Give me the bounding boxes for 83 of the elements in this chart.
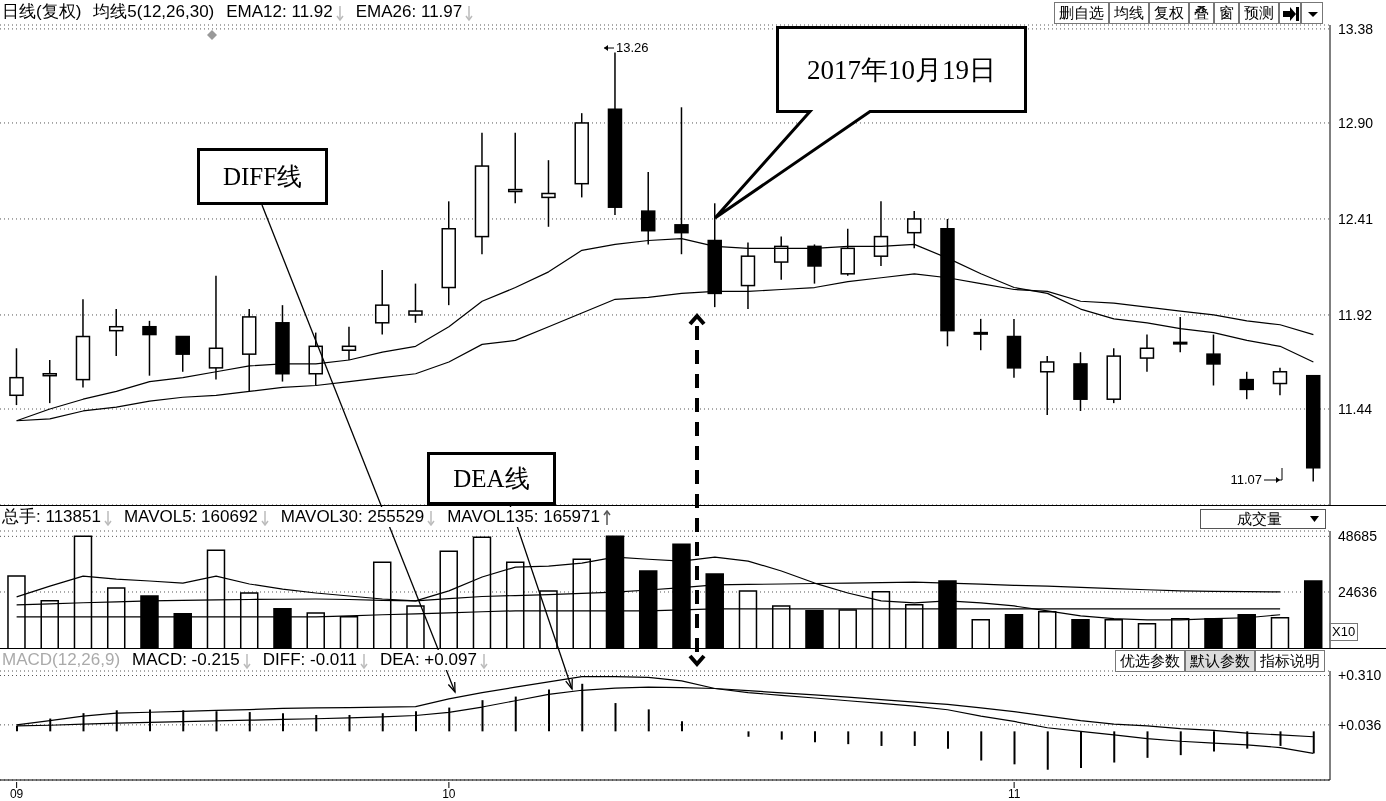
bar [348,714,351,732]
bar [415,711,417,732]
bar [747,731,750,737]
candlestick [142,320,157,377]
text: 总手: 113851 [2,507,101,526]
y-tick-label: 24636 [1338,583,1378,600]
annotation: 2017年10月19日 [807,53,996,87]
text: 叠 [1194,4,1209,21]
text: EMA12: 11.92 [226,2,333,21]
bar [614,703,617,732]
candlestick [175,335,190,373]
bar [514,696,517,732]
bar [481,700,484,732]
candlestick [1172,316,1188,353]
text: MACD: -0.215 [132,650,240,669]
bar [182,710,185,732]
text: MAVOL135: 165971 [447,507,600,526]
y-tick-label: 11.92 [1338,306,1373,323]
text: 窗 [1219,4,1234,21]
candlestick [208,275,224,381]
x-tick-label: 10 [442,787,456,801]
bar [980,731,983,761]
annotation: DEA线 [453,464,530,494]
text: 均线5(12,26,30) [93,2,215,21]
text: 日线(复权) [2,2,82,21]
bar [248,712,251,732]
bar [448,707,451,732]
candlestick [1039,355,1055,416]
candlestick [9,347,24,406]
x-tick-label: 11 [1007,787,1021,801]
candlestick [1272,367,1288,397]
text: 预测 [1244,4,1274,21]
text: DIFF: -0.011 [262,650,357,669]
text: EMA26: 11.97 [355,2,463,21]
text: 复权 [1154,4,1184,21]
candlestick [108,308,124,357]
y-tick-label: 48685 [1338,528,1378,545]
bar [647,709,650,732]
text: 默认参数 [1190,652,1250,669]
candlestick [1239,371,1254,400]
bar [1046,731,1049,770]
text: 均线 [1114,4,1144,21]
text: MAVOL30: 255529 [280,507,425,526]
annotation: DIFF线 [222,162,303,192]
text: MAVOL5: 160692 [123,507,258,526]
bar [315,714,318,732]
candlestick [541,159,556,228]
text: 指标说明 [1260,652,1320,669]
candlestick [374,269,390,336]
bar [149,709,151,732]
bar [847,731,850,745]
candlestick [973,318,988,351]
text: DEA: +0.097 [379,650,477,669]
annotation: 13.26 [616,40,649,55]
bar [215,711,218,732]
bar [282,713,284,732]
candlestick [1206,333,1221,387]
text: 优选参数 [1120,652,1180,669]
text: 删自选 [1059,4,1104,21]
bar [681,721,683,732]
text: 成交量 [1237,510,1282,527]
candlestick [1139,333,1155,373]
annotation: 11.07 [1230,472,1262,487]
candlestick [42,359,57,404]
y-tick-label: +0.036 [1338,716,1382,733]
y-tick-label: 11.44 [1338,400,1373,417]
candlestick [408,282,423,324]
x-tick-label: 09 [9,787,24,801]
bar [880,731,883,746]
y-tick-label: +0.310 [1338,667,1382,684]
bar [913,731,916,746]
y-tick-label: 13.38 [1338,20,1374,37]
text: X10 [1332,624,1356,639]
bar [947,731,949,749]
y-tick-label: 12.90 [1338,114,1374,131]
bar [548,689,550,732]
candlestick [807,243,822,285]
y-tick-label: 12.41 [1338,210,1374,227]
bar [1013,731,1016,765]
candlestick [341,325,357,361]
text: MACD(12,26,9) [2,650,121,669]
bar [780,731,783,740]
bar [814,731,816,743]
